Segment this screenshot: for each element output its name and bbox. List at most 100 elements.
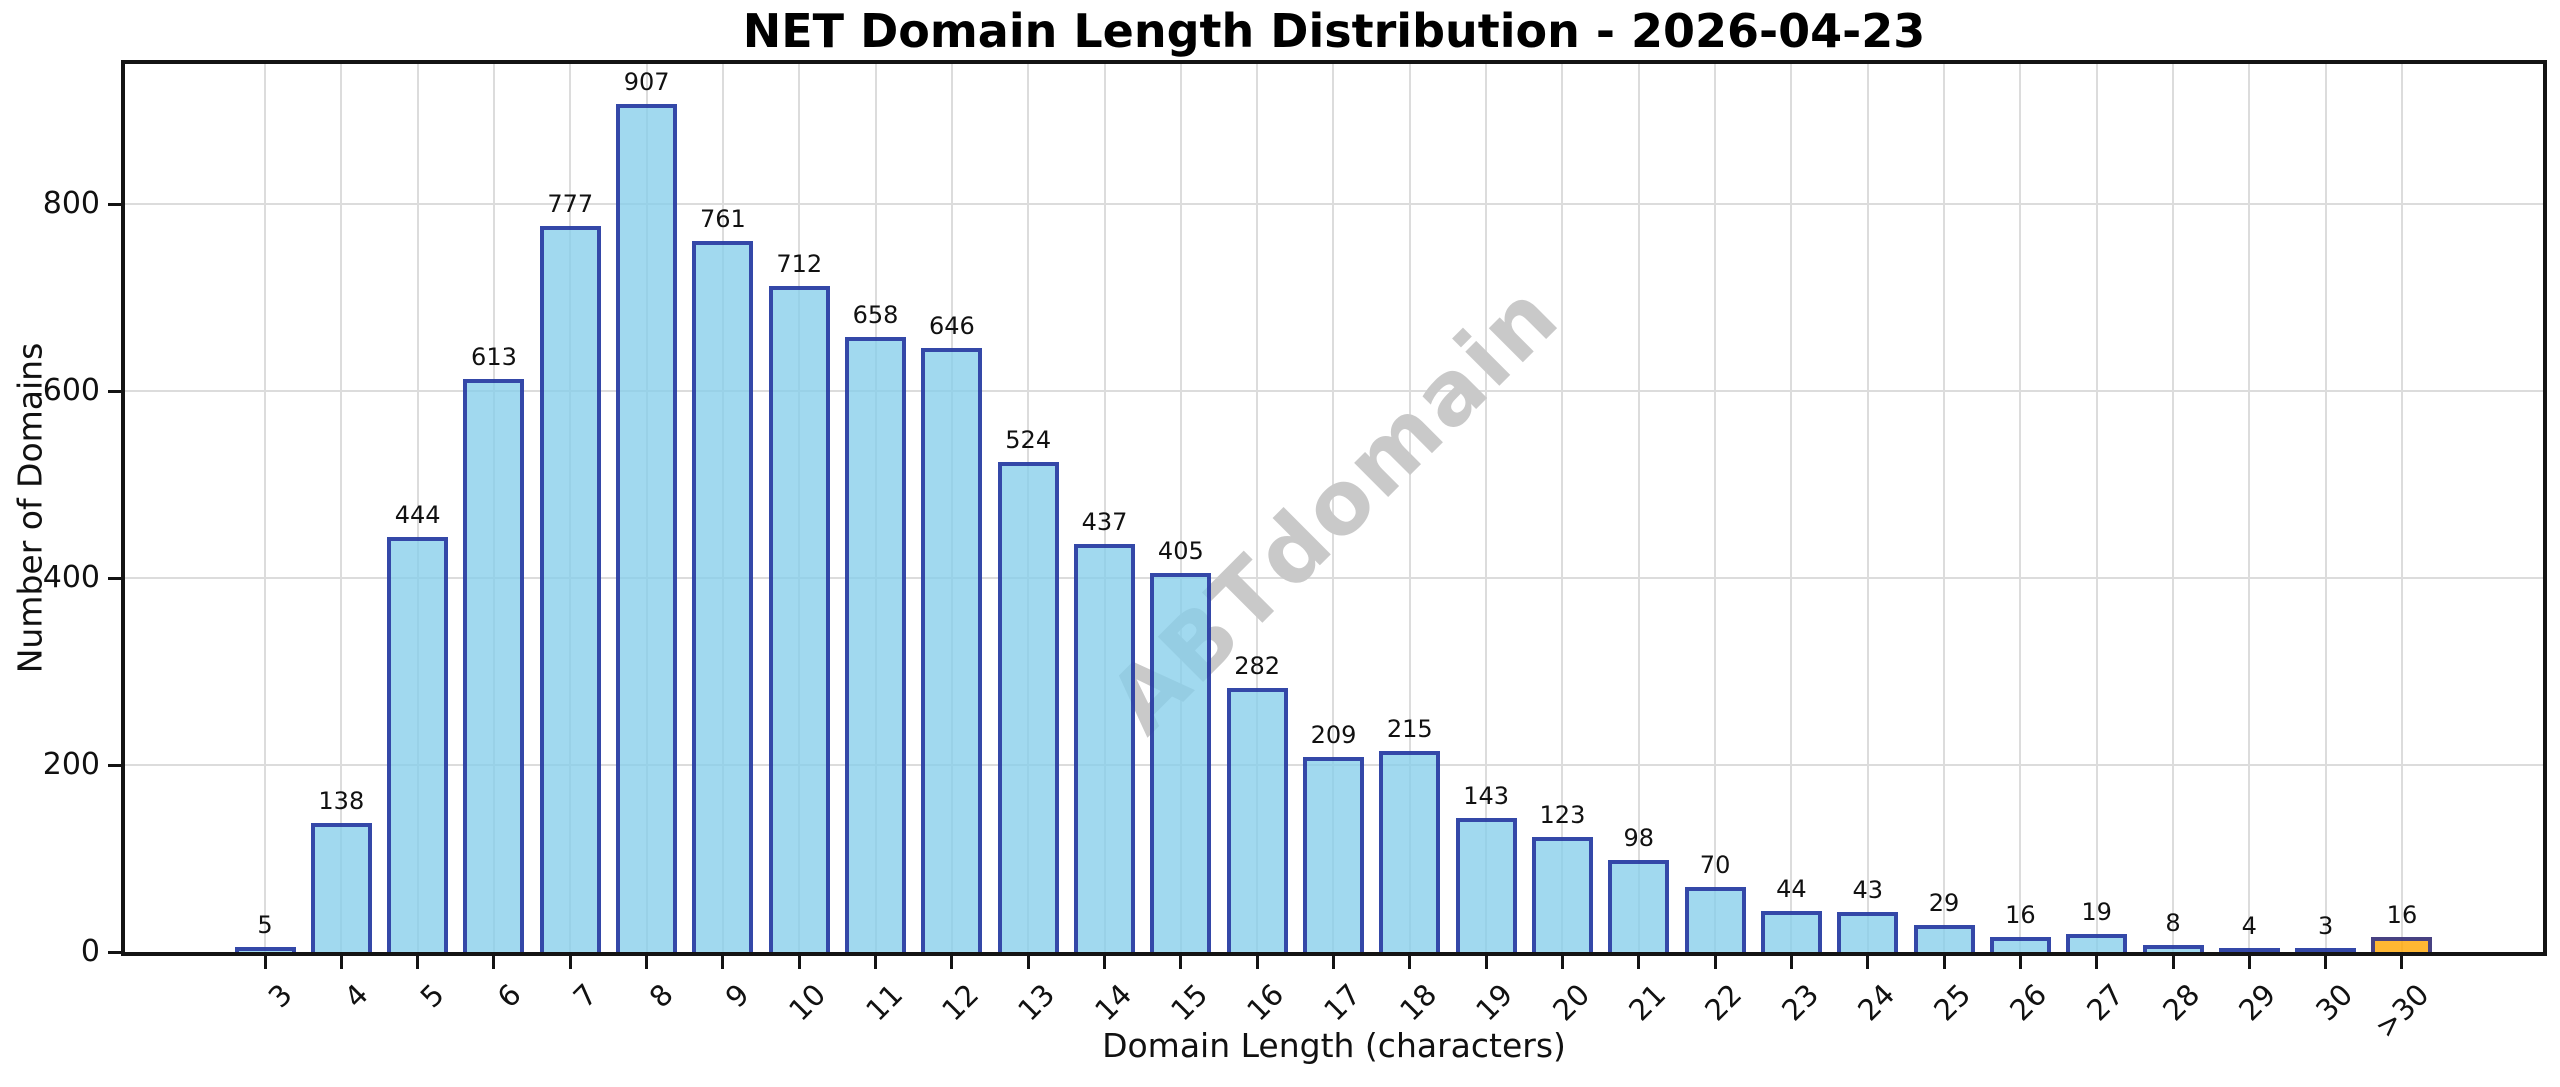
bar-value-label: 712 [776,250,823,279]
bar-value-label: 907 [623,68,670,97]
x-tick-mark [2247,956,2251,969]
bar-8 [616,104,678,952]
chart-title: NET Domain Length Distribution - 2026-04… [742,4,1926,58]
bar-value-label: 70 [1699,850,1731,879]
bar-value-label: 282 [1234,652,1281,681]
x-tick-mark [2324,956,2328,969]
x-tick-mark [2018,956,2022,969]
gridline-vertical [416,64,419,952]
bar-value-label: 8 [2165,908,2181,937]
x-tick-mark [1408,956,1412,969]
y-tick-label: 400 [42,560,100,596]
bar-17 [1302,756,1364,952]
x-tick-label: 12 [935,977,986,1028]
gridline-vertical [1943,64,1946,952]
bar-10 [768,286,830,952]
bar-13 [997,462,1059,952]
bar-22 [1684,886,1746,952]
plot-area: ABTdomain 5 138 444 613 777 907 761 712 658 646 52… [121,60,2547,956]
bar-24 [1837,911,1899,952]
x-tick-mark [568,956,572,969]
bar-value-label: 123 [1539,801,1586,830]
x-tick-label: 3 [261,977,299,1015]
bar-25 [1913,924,1975,952]
bar-value-label: 4 [2241,912,2257,940]
bar-15 [1150,573,1212,952]
gridline-vertical [1485,64,1488,952]
gridline-vertical [1408,64,1411,952]
bar-value-label: 209 [1310,720,1357,749]
x-tick-label: 30 [2308,977,2359,1028]
x-tick-mark [263,956,267,969]
gridline-vertical [1866,64,1869,952]
gridline-vertical [2324,64,2327,952]
bar-12 [921,348,983,952]
bar->30 [2371,937,2433,952]
gridline-vertical [2400,64,2403,952]
y-tick-mark [108,202,121,206]
gridline-vertical [1256,64,1259,952]
x-tick-label: 27 [2079,977,2131,1028]
y-tick-mark [108,576,121,580]
x-tick-label: 15 [1164,977,1215,1028]
x-tick-mark [416,956,420,969]
bar-18 [1379,751,1441,952]
x-tick-mark [1103,956,1107,969]
x-tick-label: 17 [1316,977,1367,1028]
bar-7 [539,225,601,952]
x-tick-mark [1179,956,1183,969]
bar-11 [845,336,907,952]
x-tick-mark [1942,956,1946,969]
x-tick-label: 28 [2156,977,2207,1028]
x-tick-mark [1331,956,1335,969]
gridline-vertical [2248,64,2251,952]
bar-value-label: 16 [2386,901,2418,930]
bar-3 [234,947,296,952]
x-tick-mark [950,956,954,969]
bar-value-label: 19 [2081,898,2112,927]
x-tick-label: 9 [719,977,757,1015]
gridline-vertical [2019,64,2022,952]
y-tick-mark [108,950,121,954]
bar-4 [310,823,372,952]
gridline-vertical [1561,64,1564,952]
bar-14 [1074,543,1136,952]
y-tick-label: 0 [80,934,100,969]
x-tick-mark [1255,956,1259,969]
bar-value-label: 98 [1623,824,1655,853]
x-tick-mark [874,956,878,969]
x-tick-label: 29 [2232,977,2283,1028]
gridline-vertical [1103,64,1106,952]
x-tick-label: 19 [1469,977,1520,1028]
x-tick-mark [1560,956,1564,969]
bar-value-label: 29 [1928,888,1960,917]
bar-9 [692,240,754,952]
x-tick-label: 10 [782,977,833,1028]
gridline-vertical [2095,64,2098,952]
gridline-vertical [1714,64,1717,952]
x-tick-label: 6 [490,977,528,1015]
x-tick-mark [1866,956,1870,969]
bar-value-label: 43 [1852,875,1883,904]
x-tick-label: 4 [337,977,375,1015]
bar-5 [387,536,449,952]
gridline-vertical [2172,64,2174,952]
bar-value-label: 761 [700,204,746,233]
x-tick-label: 23 [1774,977,1825,1028]
bar-value-label: 524 [1005,426,1052,455]
x-tick-mark [2400,956,2404,969]
gridline-vertical [1790,64,1793,952]
bar-27 [2066,934,2128,952]
gridline-vertical [1637,64,1640,952]
x-tick-label: 11 [858,977,909,1028]
bar-value-label: 777 [547,189,594,218]
x-tick-label: 8 [642,977,680,1015]
bar-value-label: 646 [928,312,975,341]
x-tick-mark [721,956,725,969]
bar-value-label: 405 [1157,537,1204,566]
x-tick-label: 22 [1698,977,1749,1028]
bar-6 [463,379,525,952]
bar-value-label: 16 [2005,901,2036,930]
gridline-vertical [1332,64,1335,952]
